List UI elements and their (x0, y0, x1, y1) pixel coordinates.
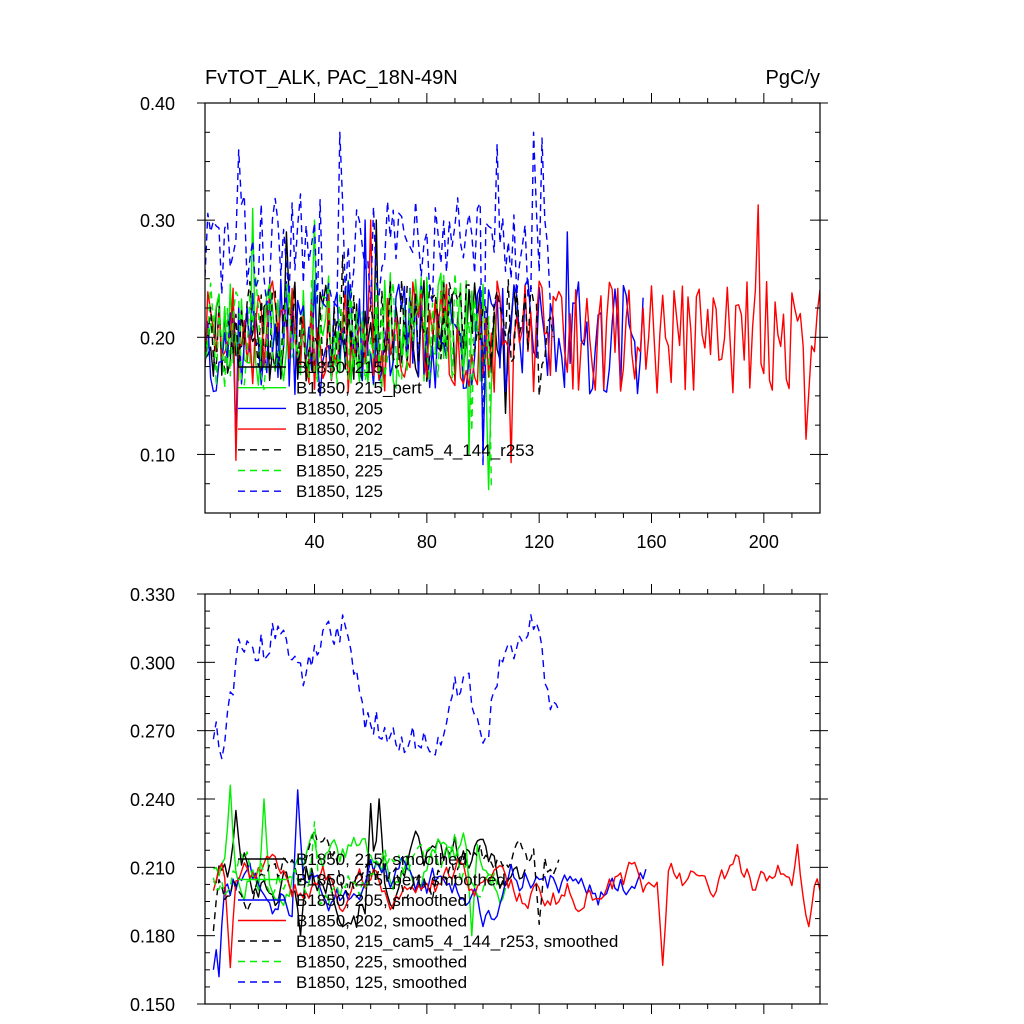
y-tick-label: 0.30 (140, 211, 175, 231)
legend-label: B1850, 225, smoothed (296, 953, 467, 972)
y-tick-label: 0.270 (130, 722, 175, 742)
y-tick-label: 0.240 (130, 790, 175, 810)
legend-label: B1850, 215 (296, 358, 383, 377)
legend-label: B1850, 125 (296, 482, 383, 501)
legend-label: B1850, 215_cam5_4_144_r253 (296, 441, 534, 460)
legend-label: B1850, 205, smoothed (296, 891, 467, 910)
top-panel: 40 80 120 160 200 0.10 0.20 0.30 0.40 B1850, 215 B… (140, 93, 828, 552)
legend-label: B1850, 215_pert (296, 379, 422, 398)
units-label: PgC/y (766, 67, 820, 89)
y-tick-label: 0.300 (130, 653, 175, 673)
legend-label: B1850, 225 (296, 462, 383, 481)
x-tick-label: 200 (749, 532, 779, 552)
y-tick-label: 0.150 (130, 995, 175, 1015)
x-tick-label: 120 (524, 532, 554, 552)
legend-label: B1850, 125, smoothed (296, 973, 467, 992)
chart-title: FvTOT_ALK, PAC_18N-49N (205, 67, 458, 89)
y-tick-label: 0.330 (130, 585, 175, 605)
y-tick-label: 0.40 (140, 94, 175, 114)
y-tick-label: 0.180 (130, 927, 175, 947)
y-tick-label: 0.20 (140, 328, 175, 348)
bottom-panel: 0.150 0.180 0.210 0.240 0.270 0.300 0.330 B1850… (130, 584, 828, 1015)
x-tick-label: 80 (417, 532, 437, 552)
series-line-bottom-6 (213, 615, 558, 759)
x-tick-label: 40 (305, 532, 325, 552)
legend-label: B1850, 202 (296, 420, 383, 439)
x-tick-label: 160 (636, 532, 666, 552)
legend-label: B1850, 215_pert, smoothed (296, 871, 506, 890)
legend-label: B1850, 215_cam5_4_144_r253, smoothed (296, 932, 618, 951)
legend-label: B1850, 202, smoothed (296, 912, 467, 931)
figure: FvTOT_ALK, PAC_18N-49N PgC/y 40 80 120 160 2… (0, 0, 1024, 1024)
y-tick-label: 0.10 (140, 445, 175, 465)
legend-label: B1850, 215, smoothed (296, 850, 467, 869)
y-tick-label: 0.210 (130, 858, 175, 878)
legend-label: B1850, 205 (296, 399, 383, 418)
